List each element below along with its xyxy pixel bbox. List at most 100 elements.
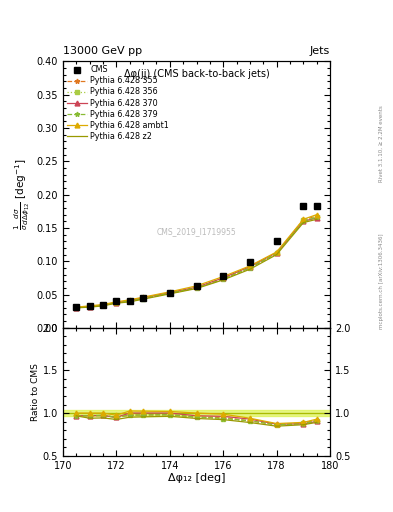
Pythia 6.428 355 [248,265,252,271]
CMS [248,259,252,265]
Pythia 6.428 z2 [127,299,132,305]
Pythia 6.428 z2 [167,291,172,297]
Pythia 6.428 355 [274,250,279,257]
Line: Pythia 6.428 356: Pythia 6.428 356 [74,214,319,310]
Pythia 6.428 ambt1 [141,294,145,300]
Pythia 6.428 ambt1 [194,283,199,289]
Pythia 6.428 ambt1 [87,303,92,309]
Pythia 6.428 379 [74,305,79,311]
Pythia 6.428 z2 [74,305,79,311]
Pythia 6.428 356 [141,295,145,302]
Pythia 6.428 ambt1 [248,263,252,269]
Pythia 6.428 370 [87,304,92,310]
Pythia 6.428 z2 [194,286,199,292]
Pythia 6.428 356 [87,304,92,310]
Pythia 6.428 355 [194,285,199,291]
Pythia 6.428 355 [127,298,132,304]
Pythia 6.428 379 [87,304,92,310]
Pythia 6.428 z2 [301,220,306,226]
Pythia 6.428 356 [127,298,132,304]
Line: Pythia 6.428 z2: Pythia 6.428 z2 [76,219,317,308]
Pythia 6.428 z2 [101,303,105,309]
Pythia 6.428 355 [87,304,92,310]
Pythia 6.428 370 [314,215,319,221]
Pythia 6.428 379 [274,250,279,257]
Pythia 6.428 356 [74,305,79,311]
Y-axis label: $\frac{1}{\sigma}\frac{d\sigma}{d\Delta\phi_{12}}$ [deg$^{-1}$]: $\frac{1}{\sigma}\frac{d\sigma}{d\Delta\… [13,159,32,230]
Pythia 6.428 370 [248,264,252,270]
Pythia 6.428 370 [114,300,119,306]
Pythia 6.428 370 [167,289,172,295]
Pythia 6.428 z2 [314,216,319,222]
Pythia 6.428 356 [167,290,172,296]
Pythia 6.428 356 [221,276,226,282]
Pythia 6.428 379 [101,302,105,308]
Pythia 6.428 ambt1 [274,249,279,255]
Pythia 6.428 356 [301,217,306,223]
Pythia 6.428 370 [221,275,226,281]
Text: Jets: Jets [310,46,330,56]
CMS [194,283,199,289]
Pythia 6.428 379 [167,290,172,296]
Pythia 6.428 356 [101,302,105,308]
CMS [221,273,226,279]
Pythia 6.428 379 [314,214,319,220]
Text: 13000 GeV pp: 13000 GeV pp [63,46,142,56]
Pythia 6.428 370 [274,249,279,255]
CMS [274,238,279,244]
Pythia 6.428 379 [127,298,132,304]
Text: Δφ(jj) (CMS back-to-back jets): Δφ(jj) (CMS back-to-back jets) [124,70,269,79]
Pythia 6.428 370 [301,218,306,224]
Pythia 6.428 z2 [221,277,226,283]
Pythia 6.428 379 [114,300,119,306]
Pythia 6.428 356 [114,300,119,306]
Pythia 6.428 ambt1 [101,302,105,308]
Pythia 6.428 356 [314,214,319,220]
Line: Pythia 6.428 370: Pythia 6.428 370 [74,216,319,310]
Pythia 6.428 z2 [248,266,252,272]
Line: Pythia 6.428 ambt1: Pythia 6.428 ambt1 [74,212,319,310]
Pythia 6.428 379 [194,285,199,291]
Pythia 6.428 356 [194,285,199,291]
Pythia 6.428 ambt1 [114,299,119,305]
Pythia 6.428 z2 [141,296,145,302]
Pythia 6.428 ambt1 [127,297,132,303]
CMS [74,304,79,310]
Pythia 6.428 355 [114,300,119,306]
CMS [167,289,172,295]
Y-axis label: Ratio to CMS: Ratio to CMS [31,363,40,421]
CMS [141,295,145,301]
Pythia 6.428 z2 [274,251,279,258]
CMS [301,203,306,209]
Pythia 6.428 z2 [114,300,119,306]
Pythia 6.428 379 [248,265,252,271]
Pythia 6.428 370 [194,284,199,290]
Pythia 6.428 379 [221,276,226,282]
CMS [314,203,319,209]
Pythia 6.428 355 [167,290,172,296]
Pythia 6.428 z2 [87,304,92,310]
Pythia 6.428 379 [141,295,145,302]
Pythia 6.428 355 [221,275,226,282]
Pythia 6.428 ambt1 [301,216,306,222]
Pythia 6.428 ambt1 [74,304,79,310]
CMS [127,297,132,304]
Pythia 6.428 356 [274,250,279,257]
Pythia 6.428 370 [74,305,79,311]
Pythia 6.428 355 [74,305,79,311]
CMS [114,298,119,304]
Pythia 6.428 355 [101,302,105,308]
Pythia 6.428 355 [141,295,145,302]
Text: mcplots.cern.ch [arXiv:1306.3436]: mcplots.cern.ch [arXiv:1306.3436] [379,234,384,329]
Pythia 6.428 370 [141,295,145,301]
Pythia 6.428 355 [301,217,306,223]
Line: CMS: CMS [73,203,320,310]
Pythia 6.428 355 [314,213,319,219]
CMS [87,303,92,309]
Pythia 6.428 ambt1 [221,273,226,280]
Line: Pythia 6.428 355: Pythia 6.428 355 [74,214,319,310]
Pythia 6.428 ambt1 [167,289,172,295]
X-axis label: Δφ₁₂ [deg]: Δφ₁₂ [deg] [168,473,225,483]
Text: Rivet 3.1.10, ≥ 2.2M events: Rivet 3.1.10, ≥ 2.2M events [379,105,384,182]
Pythia 6.428 370 [127,297,132,304]
